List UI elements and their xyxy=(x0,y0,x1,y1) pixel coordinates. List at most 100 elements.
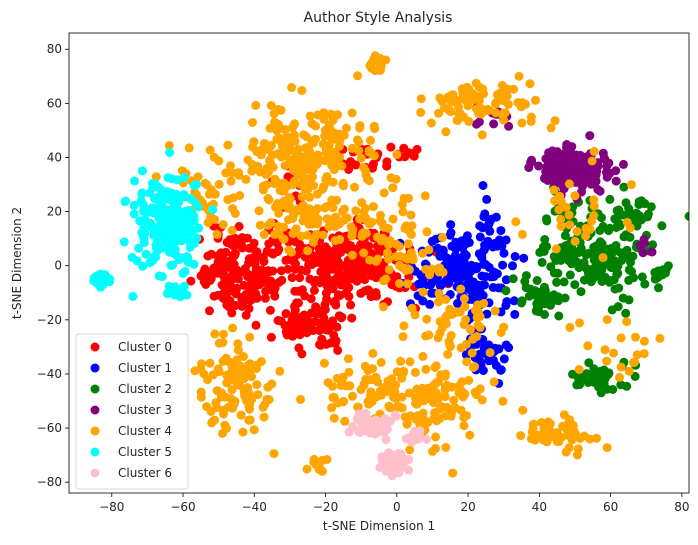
data-point xyxy=(475,232,485,242)
data-point xyxy=(368,349,378,358)
data-point xyxy=(247,166,257,176)
data-point xyxy=(328,316,338,326)
data-point xyxy=(232,265,242,275)
data-point xyxy=(347,231,357,241)
data-point xyxy=(357,263,367,273)
data-point xyxy=(604,277,614,287)
data-point xyxy=(236,410,246,420)
data-point xyxy=(556,214,566,224)
data-point xyxy=(575,375,585,385)
data-point xyxy=(494,94,504,103)
data-point xyxy=(177,232,187,242)
data-point xyxy=(338,206,348,216)
data-point xyxy=(573,444,583,454)
data-point xyxy=(426,280,435,290)
data-point xyxy=(224,302,234,312)
data-point xyxy=(245,400,255,409)
data-point xyxy=(177,288,187,298)
data-point xyxy=(550,116,560,126)
data-point xyxy=(230,233,240,243)
data-point xyxy=(595,226,605,235)
data-point xyxy=(319,108,329,118)
data-point xyxy=(399,193,409,203)
x-tick-label: 80 xyxy=(674,500,689,514)
data-point xyxy=(184,143,194,153)
data-point xyxy=(637,272,647,282)
data-point xyxy=(218,220,228,230)
data-point xyxy=(296,265,306,275)
data-point xyxy=(489,377,499,387)
data-point xyxy=(180,222,190,232)
data-point xyxy=(201,280,211,289)
data-point xyxy=(280,321,290,331)
data-point xyxy=(479,299,489,308)
data-point xyxy=(600,154,610,164)
data-point xyxy=(499,322,509,332)
data-point xyxy=(137,188,147,198)
data-point xyxy=(359,162,369,172)
data-point xyxy=(549,290,559,300)
data-point xyxy=(461,339,471,349)
data-point xyxy=(323,245,333,255)
data-point xyxy=(504,121,514,131)
data-point xyxy=(130,176,139,186)
data-point xyxy=(248,256,258,266)
data-point xyxy=(610,284,620,294)
data-point xyxy=(561,202,571,212)
data-point xyxy=(558,421,568,431)
data-point xyxy=(287,315,297,325)
data-point xyxy=(551,244,561,254)
legend-marker xyxy=(90,447,100,457)
data-point xyxy=(226,161,235,171)
data-point xyxy=(360,361,370,371)
data-point xyxy=(629,358,638,367)
data-point xyxy=(309,285,319,295)
data-point xyxy=(503,84,513,94)
data-point xyxy=(485,348,495,358)
data-point xyxy=(384,401,394,411)
data-point xyxy=(313,215,323,225)
data-point xyxy=(228,204,238,213)
data-point xyxy=(93,274,103,284)
data-point xyxy=(328,381,337,391)
data-point xyxy=(218,294,228,303)
data-point xyxy=(227,226,237,235)
data-point xyxy=(405,445,415,455)
data-point xyxy=(464,375,474,385)
data-point xyxy=(171,189,181,199)
data-point xyxy=(262,394,272,404)
data-point xyxy=(297,318,307,328)
data-point xyxy=(287,83,297,92)
data-point xyxy=(446,331,456,340)
data-point xyxy=(421,364,431,374)
data-point xyxy=(171,213,181,223)
data-point xyxy=(541,167,551,176)
data-point xyxy=(508,261,517,271)
data-point xyxy=(270,283,280,293)
data-point xyxy=(361,411,371,421)
data-point xyxy=(478,181,488,190)
data-point xyxy=(443,349,453,359)
data-point xyxy=(590,370,600,380)
data-point xyxy=(586,179,596,189)
data-point xyxy=(508,274,518,284)
data-point xyxy=(398,368,408,378)
data-point xyxy=(296,231,306,241)
data-point xyxy=(639,234,649,244)
data-point xyxy=(151,172,161,182)
data-point xyxy=(575,433,585,443)
series-cluster-2 xyxy=(476,182,689,398)
data-point xyxy=(510,309,520,319)
data-point xyxy=(333,263,343,273)
data-point xyxy=(381,274,391,284)
data-point xyxy=(378,302,388,312)
data-point xyxy=(570,280,580,290)
data-point xyxy=(287,273,297,283)
data-point xyxy=(259,412,269,422)
data-point xyxy=(616,362,626,372)
data-point xyxy=(320,156,330,166)
data-point xyxy=(600,345,610,355)
data-point xyxy=(300,184,310,194)
data-point xyxy=(209,152,219,162)
data-point xyxy=(517,229,527,239)
